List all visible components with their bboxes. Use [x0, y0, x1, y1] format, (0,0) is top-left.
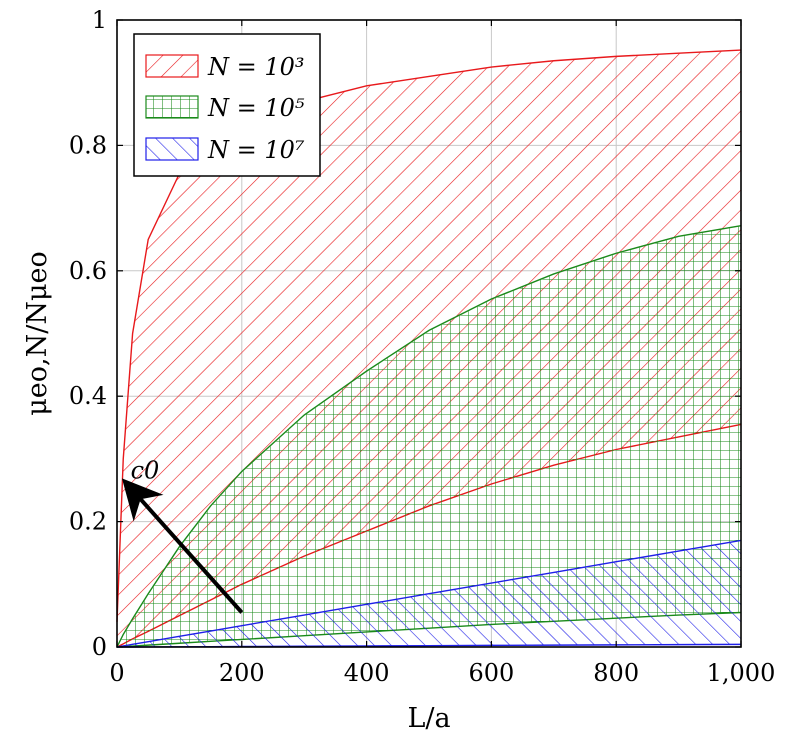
- plot-frame: [116, 19, 742, 648]
- x-axis-title: L/a: [407, 703, 450, 734]
- x-tick-label: 200: [219, 659, 265, 687]
- series-upper-line-2: [116, 224, 742, 648]
- legend-swatch-1: [145, 54, 199, 78]
- legend-label-1: N = 10³: [207, 53, 305, 81]
- legend-item-2: N = 10⁵: [145, 94, 305, 122]
- y-tick-label: 0: [92, 633, 107, 661]
- arrow-icon: [121, 478, 244, 614]
- legend-label-2: N = 10⁵: [207, 94, 305, 122]
- legend-swatch-2: [145, 95, 199, 119]
- x-tick-label: 0: [109, 659, 124, 687]
- legend-item-3: N = 10⁷: [145, 136, 305, 164]
- axis-ticks: 0 200 400 600 800 1,000 0 0.2 0.4 0.6 0.8 1: [69, 6, 776, 687]
- legend-item-1: N = 10³: [145, 53, 305, 81]
- x-tick-label: 1,000: [707, 659, 776, 687]
- y-tick-label: 0.4: [69, 382, 107, 410]
- legend: N = 10³ N = 10⁵ N = 10⁷: [133, 33, 321, 177]
- y-tick-label: 1: [92, 6, 107, 34]
- legend-swatch-3: [145, 137, 199, 161]
- series-area-2: [117, 225, 741, 647]
- x-tick-label: 400: [344, 659, 390, 687]
- y-tick-label: 0.8: [69, 131, 107, 159]
- legend-label-3: N = 10⁷: [207, 136, 305, 164]
- x-tick-label: 600: [468, 659, 514, 687]
- annotation-c0: c0: [121, 456, 244, 614]
- y-axis-title: μeo,N/Nμeo: [22, 251, 53, 416]
- annotation-label: c0: [131, 456, 160, 484]
- y-tick-label: 0.6: [69, 257, 107, 285]
- series-upper-line-3: [116, 539, 742, 648]
- y-tick-label: 0.2: [69, 508, 107, 536]
- x-tick-label: 800: [593, 659, 639, 687]
